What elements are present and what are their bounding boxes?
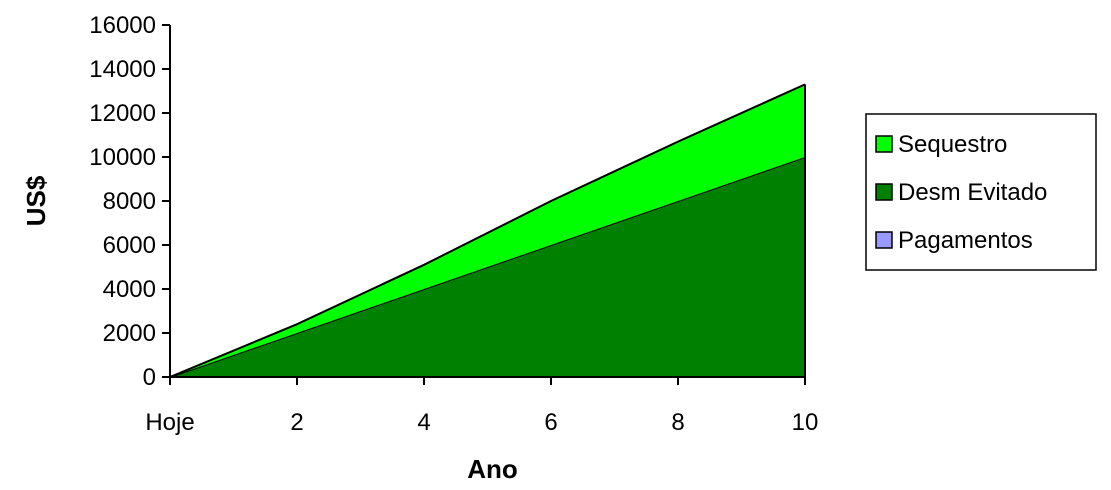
legend-label-desm-evitado: Desm Evitado <box>898 179 1047 206</box>
legend: Sequestro Desm Evitado Pagamentos <box>865 113 1097 271</box>
legend-swatch-desm-evitado <box>875 183 893 201</box>
legend-label-pagamentos: Pagamentos <box>898 227 1033 254</box>
y-axis-title: US$ <box>21 175 51 226</box>
y-tick-label: 8000 <box>103 188 156 215</box>
legend-box <box>865 113 1097 271</box>
y-tick-label: 12000 <box>89 100 156 127</box>
x-axis-title: Ano <box>467 454 518 484</box>
y-tick-label: 2000 <box>103 320 156 347</box>
x-tick-label: 4 <box>417 409 430 436</box>
y-tick-label: 0 <box>143 364 156 391</box>
y-tick-label: 4000 <box>103 276 156 303</box>
x-tick-label: 6 <box>544 409 557 436</box>
legend-swatch-pagamentos <box>875 231 893 249</box>
x-axis-ticks: Hoje 2 4 6 8 10 <box>145 377 818 436</box>
legend-swatch-sequestro <box>875 135 893 153</box>
x-tick-label: 8 <box>671 409 684 436</box>
y-tick-label: 10000 <box>89 144 156 171</box>
x-tick-label: 10 <box>792 409 819 436</box>
series-line-sequestro <box>169 83 806 378</box>
y-tick-label: 6000 <box>103 232 156 259</box>
y-tick-label: 14000 <box>89 56 156 83</box>
x-tick-label: Hoje <box>145 409 194 436</box>
y-axis-ticks: 0 2000 4000 6000 8000 10000 12000 14000 16000 <box>89 12 170 391</box>
x-tick-label: 2 <box>290 409 303 436</box>
plot-areas <box>169 83 806 378</box>
legend-label-sequestro: Sequestro <box>898 131 1007 158</box>
y-tick-label: 16000 <box>89 12 156 39</box>
